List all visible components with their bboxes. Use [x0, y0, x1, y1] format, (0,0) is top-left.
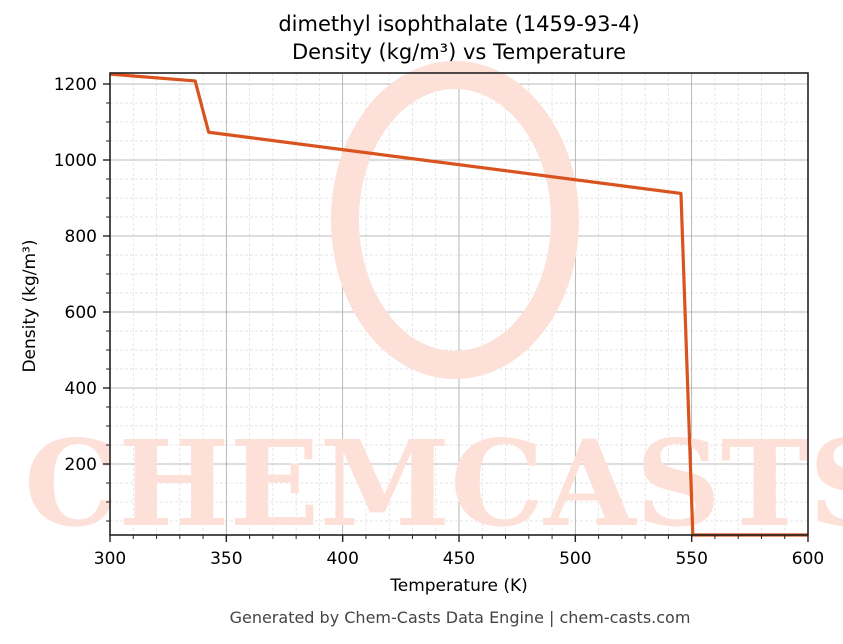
svg-text:800: 800 — [65, 227, 97, 247]
svg-text:1000: 1000 — [54, 151, 97, 171]
svg-text:600: 600 — [792, 549, 824, 569]
chart-title: dimethyl isophthalate (1459-93-4) — [278, 12, 640, 36]
watermark: CHEMCASTS — [24, 414, 843, 553]
x-axis-label: Temperature (K) — [390, 576, 528, 596]
svg-text:350: 350 — [210, 549, 242, 569]
svg-text:500: 500 — [559, 549, 591, 569]
svg-text:600: 600 — [65, 303, 97, 323]
svg-text:550: 550 — [675, 549, 707, 569]
svg-text:400: 400 — [326, 549, 358, 569]
footer: Generated by Chem-Casts Data Engine | ch… — [229, 608, 691, 627]
svg-text:300: 300 — [94, 549, 126, 569]
y-axis-label: Density (kg/m³) — [20, 239, 40, 373]
chart-subtitle: Density (kg/m³) vs Temperature — [291, 40, 627, 64]
svg-text:450: 450 — [443, 549, 475, 569]
svg-text:400: 400 — [65, 379, 97, 399]
svg-text:200: 200 — [65, 455, 97, 475]
svg-text:1200: 1200 — [54, 75, 97, 95]
